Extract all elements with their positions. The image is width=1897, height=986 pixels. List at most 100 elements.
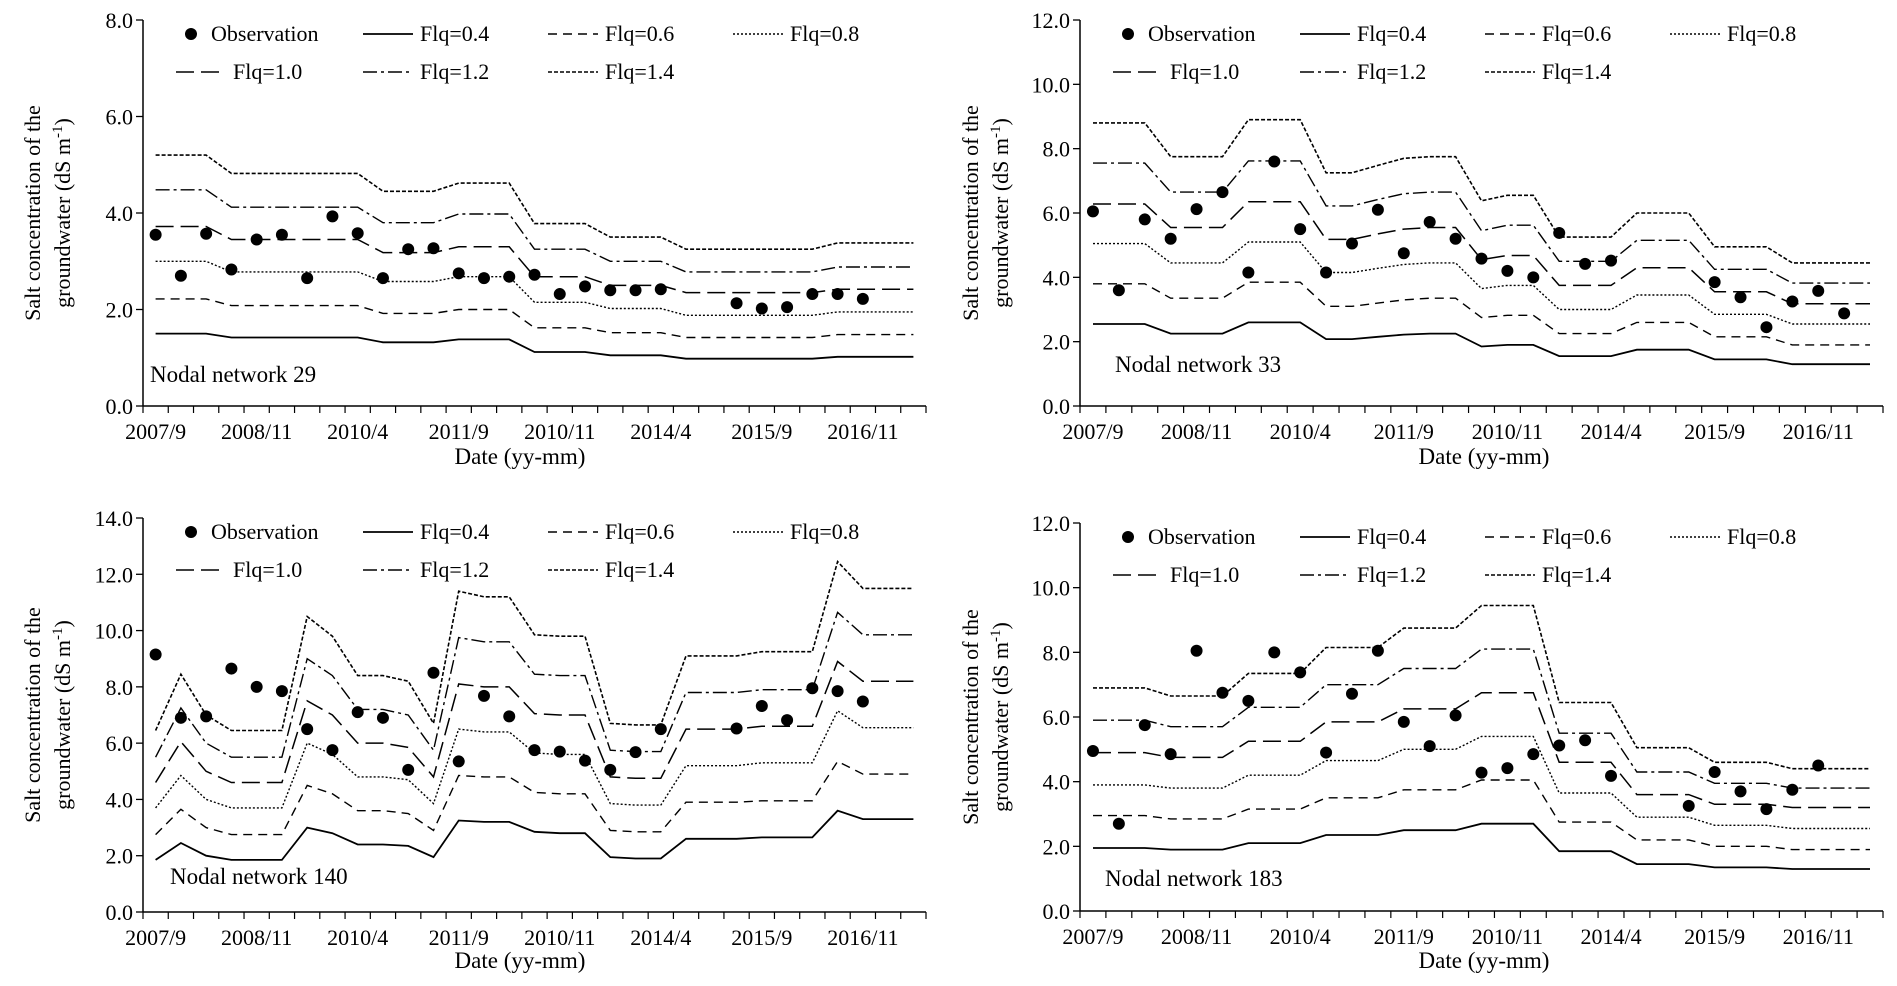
y-tick-label: 10.0 [95, 619, 134, 644]
series-line-flq-1.2 [154, 611, 914, 758]
series-line-flq-1.4 [1093, 604, 1870, 770]
x-tick-label: 2015/9 [731, 925, 792, 950]
legend-label: Observation [1148, 21, 1256, 46]
observation-point [1138, 719, 1151, 732]
observation-point [1553, 739, 1566, 752]
legend-label: Flq=1.2 [1357, 59, 1426, 84]
chart-panel-2: 0.0 2.0 4.0 6.0 8.0 10.0 12.0 2007/9 2008/11 2010… [958, 8, 1884, 469]
y-tick-label: 6.0 [106, 105, 134, 130]
y-tick-label: 10.0 [1032, 576, 1071, 601]
y-tick-label: 2.0 [1043, 834, 1071, 859]
observation-point [1501, 762, 1514, 775]
observation-point [579, 754, 592, 767]
observation-point [579, 280, 592, 293]
x-tick-label: 2008/11 [1161, 924, 1232, 949]
legend-label: Flq=1.4 [1542, 59, 1611, 84]
legend-label: Flq=0.4 [1357, 21, 1426, 46]
observation-point [326, 744, 339, 757]
observation-point [781, 714, 794, 727]
observation-point [1812, 759, 1825, 772]
observation-point [553, 288, 566, 301]
observation-point [1397, 715, 1410, 728]
observation-point [604, 284, 617, 297]
observation-point [301, 723, 314, 736]
y-axis-label-line1: Salt concentration of the [20, 105, 45, 321]
y-tick-label: 14.0 [95, 506, 134, 531]
x-tick-label: 2011/9 [429, 419, 489, 444]
x-tick-label: 2014/4 [630, 925, 691, 950]
legend-label: Flq=0.8 [790, 21, 859, 46]
series-line-flq-0.4 [155, 332, 914, 360]
observation-point [200, 227, 213, 240]
series-line-flq-0.8 [1093, 735, 1870, 830]
observation-point [604, 763, 617, 776]
observation-point [1423, 740, 1436, 753]
panel-title: Nodal network 140 [170, 864, 348, 889]
x-tick-label: 2007/9 [125, 925, 186, 950]
x-tick-label: 2015/9 [731, 419, 792, 444]
legend: Observation Flq=0.4 Flq=0.6 Flq=0.8 Flq=1.0 F… [1113, 524, 1796, 587]
y-axis-label-line1: Salt concentration of the [958, 609, 983, 825]
legend-label: Flq=1.0 [1170, 562, 1239, 587]
legend: Observation Flq=0.4 Flq=0.6 Flq=0.8 Flq=1.0 F… [176, 21, 859, 84]
y-tick-label: 2.0 [106, 844, 134, 869]
x-tick-label: 2016/11 [827, 419, 898, 444]
legend-label: Flq=1.4 [605, 557, 674, 582]
observation-point [250, 680, 263, 693]
legend-label: Flq=1.0 [233, 557, 302, 582]
series-line-flq-1.0 [154, 660, 914, 784]
observation-point [1086, 205, 1099, 218]
series-line-flq-1.4 [155, 154, 914, 250]
legend-label: Flq=0.6 [1542, 21, 1611, 46]
observation-point [1371, 644, 1384, 657]
y-tick-label: 4.0 [106, 787, 134, 812]
observation-point [1138, 213, 1151, 226]
observation-point [225, 662, 238, 675]
x-axis-label: Date (yy-mm) [1419, 444, 1550, 469]
legend-marker-observation [1122, 531, 1134, 543]
observation-point [174, 711, 187, 724]
y-tick-label: 12.0 [1032, 8, 1071, 33]
y-axis-label-line1: Salt concentration of the [958, 105, 983, 321]
observation-point [755, 699, 768, 712]
observation-point [1268, 646, 1281, 659]
legend-label: Flq=1.0 [1170, 59, 1239, 84]
observation-point [275, 685, 288, 698]
observation-point [1605, 769, 1618, 782]
observation-point [1605, 254, 1618, 267]
legend-label: Observation [211, 21, 319, 46]
legend-label: Flq=1.2 [420, 59, 489, 84]
series-line-flq-0.4 [1093, 822, 1870, 870]
legend-label: Flq=1.2 [420, 557, 489, 582]
x-axis-label: Date (yy-mm) [1419, 948, 1550, 973]
observation-point [1527, 748, 1540, 761]
observation-point [856, 695, 869, 708]
observation-point [654, 723, 667, 736]
x-tick-label: 2014/4 [630, 419, 691, 444]
observation-point [1734, 785, 1747, 798]
observation-point [831, 288, 844, 301]
legend-label: Flq=0.6 [605, 21, 674, 46]
x-tick-label: 2011/9 [429, 925, 489, 950]
y-axis-label-line2: groundwater (dS m-1) [50, 620, 75, 810]
series-line-flq-0.6 [1093, 281, 1870, 346]
observation-point [1838, 307, 1851, 320]
observation-point [528, 268, 541, 281]
observation-point [1708, 276, 1721, 289]
observation-point [1734, 291, 1747, 304]
legend-label: Flq=1.4 [605, 59, 674, 84]
observation-point [1527, 271, 1540, 284]
series-line-flq-0.8 [155, 260, 914, 316]
observation-point [1190, 203, 1203, 216]
y-axis-label-line2: groundwater (dS m-1) [988, 118, 1013, 308]
y-tick-label: 0.0 [1043, 899, 1071, 924]
x-tick-label: 2011/9 [1374, 924, 1434, 949]
y-tick-label: 8.0 [1043, 137, 1071, 162]
y-tick-label: 12.0 [95, 562, 134, 587]
observation-point [149, 228, 162, 241]
series-line-flq-1.2 [1093, 160, 1870, 284]
observation-point [402, 763, 415, 776]
legend-label: Observation [1148, 524, 1256, 549]
observation-point [1216, 186, 1229, 199]
